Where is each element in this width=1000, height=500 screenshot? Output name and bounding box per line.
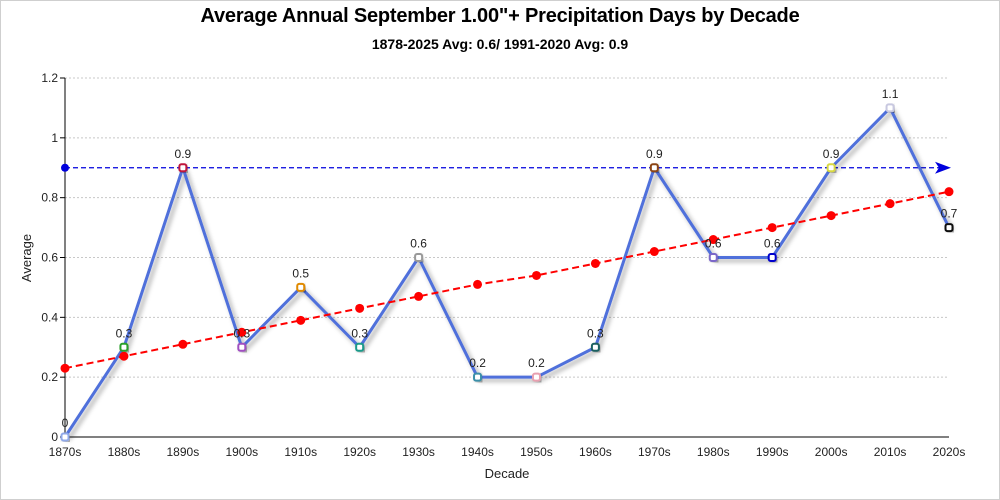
trend-series-marker — [178, 339, 188, 349]
x-tick-label: 1900s — [225, 445, 258, 459]
average-series — [60, 103, 954, 442]
average-series-marker — [649, 163, 659, 173]
chart-title: Average Annual September 1.00"+ Precipit… — [200, 5, 800, 27]
x-tick-label: 1880s — [108, 445, 141, 459]
y-tick-label: 0.8 — [41, 191, 58, 205]
trend-series-marker — [531, 270, 541, 280]
average-series-marker — [178, 163, 188, 173]
data-label: 0.9 — [823, 147, 840, 161]
data-labels: 0 0.3 0.9 0.3 0.5 0.3 0.6 0.2 0.2 0.3 0.9 0.6 0.6 0.9… — [62, 87, 958, 430]
x-tick-label: 1920s — [343, 445, 376, 459]
average-series-marker — [60, 432, 70, 442]
average-series-marker — [708, 253, 718, 262]
trend-series-marker — [944, 187, 954, 197]
x-tick-label: 1930s — [402, 445, 435, 459]
data-label: 0 — [62, 416, 69, 430]
average-series-marker — [473, 372, 483, 382]
data-label: 0.6 — [764, 237, 781, 251]
y-axis-title: Average — [19, 234, 34, 282]
trend-series-marker — [590, 258, 600, 268]
y-axis-ticks: 0 0.2 0.4 0.6 0.8 1 1.2 — [41, 71, 65, 444]
average-series-marker — [944, 223, 954, 233]
x-tick-label: 2020s — [933, 445, 966, 459]
average-series-marker — [355, 342, 365, 352]
trend-series-marker — [708, 235, 718, 245]
average-series-marker — [296, 282, 306, 292]
trend-series-marker — [296, 315, 306, 325]
average-series-marker — [826, 163, 836, 173]
trend-series-marker — [119, 351, 129, 361]
data-label: 0.6 — [705, 237, 722, 251]
y-tick-label: 0.4 — [41, 310, 58, 324]
average-series-marker — [237, 342, 247, 352]
x-tick-label: 1890s — [167, 445, 200, 459]
data-label: 0.9 — [646, 147, 663, 161]
average-series-marker — [885, 103, 895, 113]
average-series-marker — [590, 342, 600, 352]
x-tick-label: 1870s — [49, 445, 82, 459]
x-axis-ticks: 1870s 1880s 1890s 1900s 1910s 1920s 1930s 1940s… — [49, 445, 966, 459]
trend-series-line — [64, 190, 950, 370]
trend-series-marker — [826, 211, 836, 221]
data-label: 0.3 — [587, 326, 604, 340]
data-label: 0.3 — [351, 326, 368, 340]
y-tick-label: 1.2 — [41, 71, 58, 85]
trend-series-marker — [649, 247, 659, 257]
data-label: 1.1 — [882, 87, 899, 101]
y-tick-label: 0 — [51, 430, 58, 444]
x-tick-label: 1970s — [638, 445, 671, 459]
average-series-marker — [414, 253, 424, 262]
average-series-marker — [767, 253, 777, 262]
x-tick-label: 1940s — [461, 445, 494, 459]
x-tick-label: 1960s — [579, 445, 612, 459]
chart-subtitle: 1878-2025 Avg: 0.6/ 1991-2020 Avg: 0.9 — [371, 36, 629, 52]
data-label: 0.2 — [528, 356, 545, 370]
y-tick-label: 1 — [51, 131, 58, 145]
x-tick-label: 1990s — [756, 445, 789, 459]
trend-series-marker — [767, 223, 777, 233]
average-reference-arrow-icon — [935, 161, 951, 174]
trend-series-marker — [414, 291, 424, 301]
data-label: 0.6 — [410, 237, 427, 251]
x-tick-label: 2000s — [815, 445, 848, 459]
y-tick-label: 0.6 — [41, 251, 58, 265]
average-series-marker — [531, 372, 541, 382]
data-label: 0.2 — [469, 356, 486, 370]
trend-series-marker — [237, 327, 247, 337]
average-series-line — [63, 106, 951, 438]
trend-series-marker — [60, 363, 70, 373]
trend-series-marker — [473, 279, 483, 289]
x-tick-label: 1980s — [697, 445, 730, 459]
y-tick-label: 0.2 — [41, 370, 58, 384]
average-series-marker — [119, 342, 129, 352]
data-label: 0.5 — [292, 266, 309, 280]
data-label: 0.3 — [233, 326, 250, 340]
trend-series-marker — [885, 199, 895, 209]
x-tick-label: 1910s — [284, 445, 317, 459]
gridlines — [65, 77, 949, 378]
data-label: 0.9 — [175, 147, 192, 161]
x-axis-title: Decade — [485, 466, 530, 481]
x-tick-label: 2010s — [874, 445, 907, 459]
trend-series — [60, 187, 954, 373]
x-tick-label: 1950s — [520, 445, 553, 459]
data-label: 0.3 — [116, 326, 133, 340]
reference-average-line — [61, 161, 951, 174]
trend-series-marker — [355, 303, 365, 313]
average-reference-start-marker — [61, 163, 69, 172]
data-label: 0.7 — [941, 207, 958, 221]
